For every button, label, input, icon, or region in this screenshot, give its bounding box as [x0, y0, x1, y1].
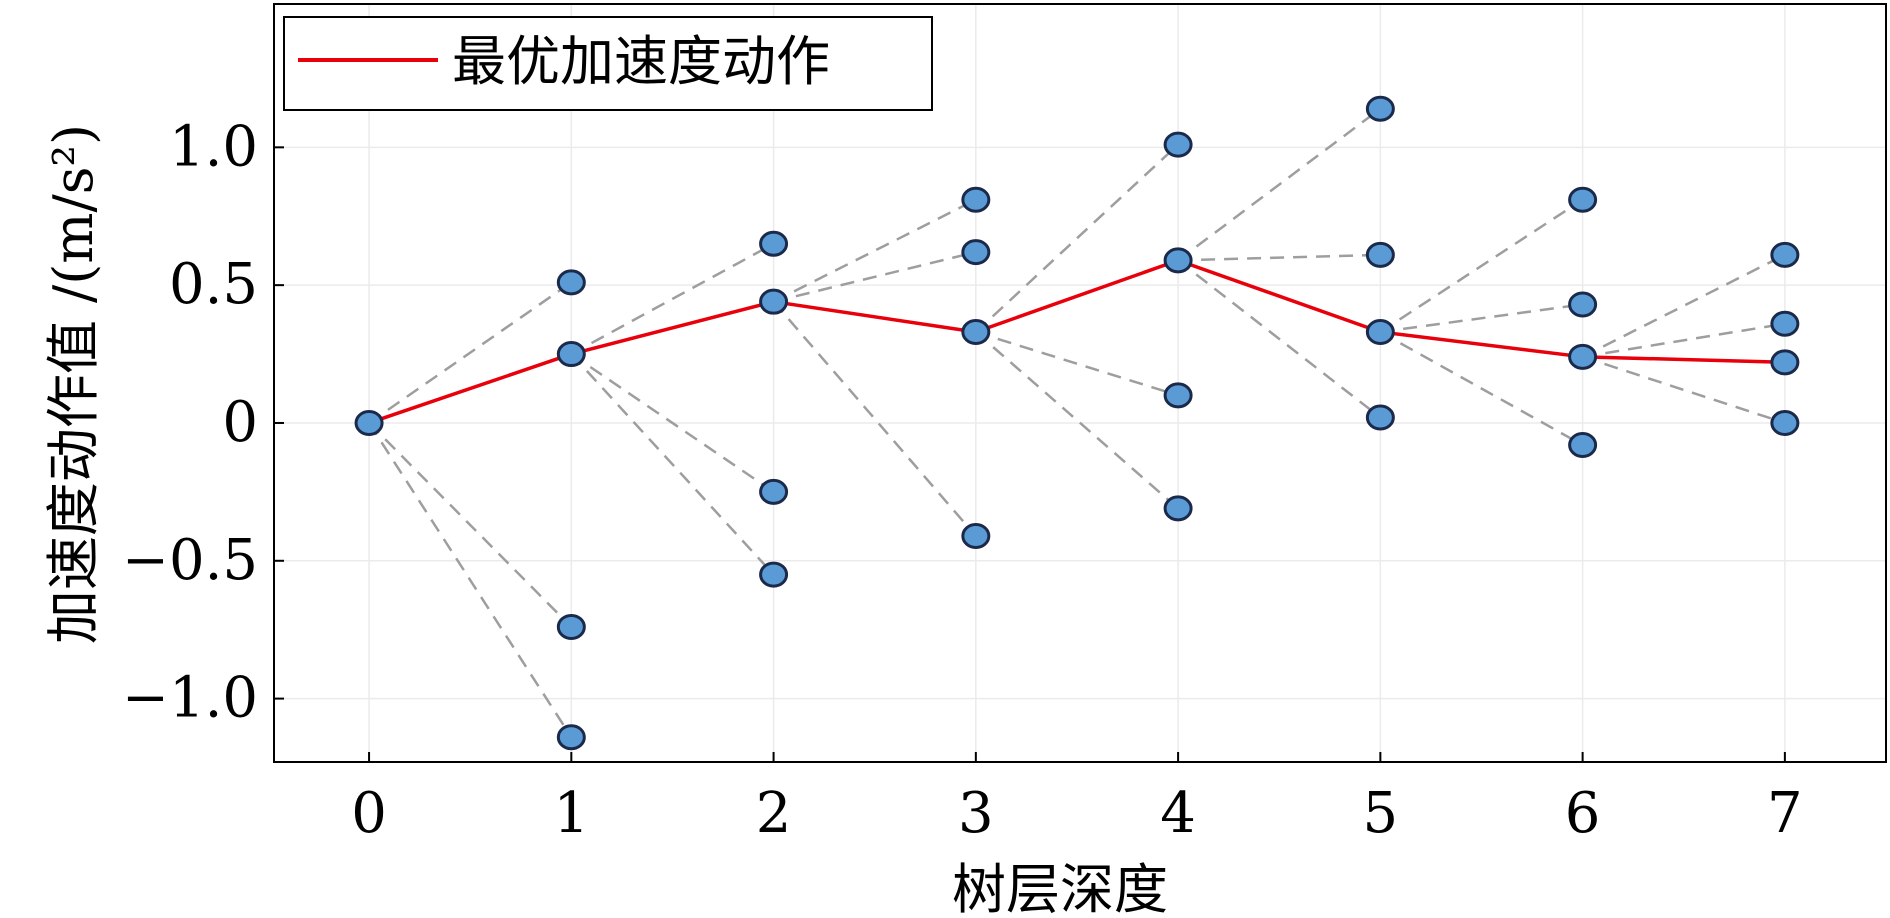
branch-line-2 — [368, 422, 573, 628]
tree-node-16 — [1163, 495, 1193, 522]
tree-node-12 — [961, 522, 991, 549]
tree-node-19 — [1365, 319, 1395, 346]
x-tick-label-0: 0 — [351, 781, 387, 846]
x-tick-label-3: 3 — [958, 781, 994, 846]
tree-node-11 — [961, 319, 991, 346]
y-tick-label-2: 0 — [222, 390, 258, 455]
tree-node-6 — [759, 288, 789, 315]
branch-line-24 — [1582, 253, 1786, 358]
branch-line-17 — [1178, 253, 1381, 262]
legend-box — [283, 16, 933, 111]
y-tick-label-0: −1.0 — [122, 666, 258, 731]
x-axis-title: 树层深度 — [952, 858, 1168, 918]
tree-node-2 — [556, 341, 586, 368]
tree-node-14 — [1163, 247, 1193, 274]
tree-node-1 — [556, 269, 586, 296]
x-tick-label-4: 4 — [1160, 781, 1196, 846]
branch-line-20 — [1379, 198, 1584, 334]
tree-node-9 — [961, 186, 991, 213]
tree-node-23 — [1568, 343, 1598, 370]
branch-line-19 — [1177, 259, 1382, 419]
tree-node-28 — [1770, 409, 1800, 436]
tree-node-7 — [759, 478, 789, 505]
legend-label-optimal: 最优加速度动作 — [452, 30, 830, 93]
tree-node-3 — [556, 613, 586, 640]
branch-line-8 — [773, 198, 977, 303]
tree-node-20 — [1365, 404, 1395, 431]
branch-line-16 — [1177, 107, 1382, 262]
tree-node-4 — [556, 724, 586, 751]
optimal-path-line — [368, 258, 1785, 425]
tree-node-27 — [1770, 349, 1800, 376]
tree-node-0 — [354, 409, 384, 436]
branch-line-9 — [773, 250, 977, 303]
x-axis-ticks: 0 1 2 3 4 5 6 7 — [351, 752, 1803, 846]
branch-line-7 — [570, 353, 775, 576]
tree-node-22 — [1568, 291, 1598, 318]
optimal-path-series — [368, 258, 1785, 425]
y-tick-label-1: −0.5 — [122, 528, 258, 593]
tree-node-26 — [1770, 310, 1800, 337]
tree-node-15 — [1163, 382, 1193, 409]
y-tick-label-3: 0.5 — [169, 252, 258, 317]
branch-line-4 — [570, 242, 775, 356]
branch-line-0 — [368, 281, 573, 424]
branch-line-25 — [1582, 322, 1786, 359]
tree-node-24 — [1568, 432, 1598, 459]
branch-line-27 — [1582, 355, 1786, 425]
tree-node-8 — [759, 561, 789, 588]
legend: 最优加速度动作 — [283, 16, 933, 111]
x-tick-label-1: 1 — [553, 781, 589, 846]
tree-node-10 — [961, 239, 991, 266]
tree-node-21 — [1568, 186, 1598, 213]
x-tick-label-6: 6 — [1565, 781, 1601, 846]
branch-line-14 — [975, 330, 1179, 397]
branch-line-23 — [1379, 330, 1584, 447]
branch-line-21 — [1380, 303, 1583, 334]
tree-node-17 — [1365, 95, 1395, 122]
tree-node-5 — [759, 230, 789, 257]
plot-frame — [273, 3, 1887, 763]
x-tick-label-7: 7 — [1767, 781, 1803, 846]
y-tick-label-4: 1.0 — [169, 114, 258, 179]
x-tick-label-5: 5 — [1363, 781, 1399, 846]
tree-node-13 — [1163, 131, 1193, 158]
branch-line-6 — [570, 353, 775, 493]
x-tick-label-2: 2 — [756, 781, 792, 846]
tree-nodes — [354, 95, 1800, 751]
y-axis-title: 加速度动作值 /(m/s²) — [42, 124, 105, 644]
branch-line-11 — [772, 300, 977, 537]
branch-line-3 — [368, 422, 573, 738]
y-axis-ticks: −1.0 −0.5 0 0.5 1.0 — [122, 114, 284, 731]
tree-node-18 — [1365, 241, 1395, 268]
tree-node-25 — [1770, 241, 1800, 268]
